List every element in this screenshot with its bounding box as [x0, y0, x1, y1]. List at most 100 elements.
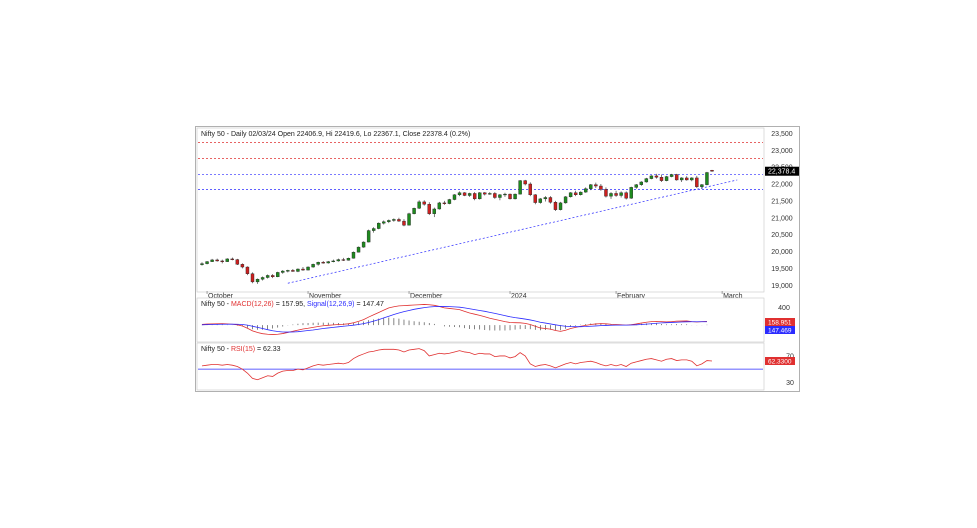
month-label: December [410, 293, 443, 300]
candle [407, 212, 411, 226]
candle-body [442, 202, 447, 204]
candle [336, 258, 341, 262]
candle-body [437, 202, 442, 210]
candle-body [528, 183, 532, 196]
candle-body [503, 193, 507, 196]
candle-body [336, 259, 341, 262]
candle-body [397, 219, 401, 222]
candle-body [452, 194, 457, 200]
candle-body [659, 177, 664, 181]
candle-body [331, 260, 335, 262]
trendline-layer [287, 179, 738, 284]
candle [674, 173, 679, 181]
candle-body [432, 208, 436, 214]
candle-body [341, 259, 346, 261]
candle [594, 182, 598, 189]
candle-body [629, 187, 633, 199]
price-tick-label: 19,500 [771, 266, 793, 273]
candle-body [472, 193, 477, 200]
candle-body [700, 184, 704, 187]
candles [200, 169, 714, 284]
price-plot-area [196, 127, 765, 293]
month-axis: October November December 2024 February March [206, 291, 743, 300]
macd-title: Nifty 50 - MACD(12,26) = 157.95, Signal(… [201, 301, 384, 308]
rsi-axis-top: 70 [786, 353, 794, 360]
price-tick-label: 19,000 [771, 283, 793, 290]
candle [543, 196, 548, 202]
candle-body [220, 260, 224, 262]
candle [523, 179, 527, 186]
candle [488, 192, 492, 195]
rsi-title-prefix: Nifty 50 - [201, 346, 231, 353]
candle [548, 196, 553, 204]
candle-body [250, 273, 255, 283]
candle [351, 251, 356, 259]
candle [427, 202, 431, 216]
candle-body [579, 191, 583, 195]
signal-legend-label: Signal(12,26,9) [307, 301, 354, 308]
candle [478, 192, 482, 200]
candle [558, 201, 563, 211]
last-price-badge-bg [765, 166, 799, 176]
candle [634, 184, 638, 189]
candle [250, 272, 255, 284]
candle [498, 194, 502, 201]
signal-badge-bg [765, 326, 795, 334]
candle-body [649, 175, 654, 179]
macd-badge: 158.951 [768, 320, 792, 327]
candle-body [316, 262, 320, 265]
candle-body [382, 221, 386, 224]
price-axis: 19,000 19,500 20,000 20,500 21,000 21,500 22,0… [771, 131, 793, 290]
candle-body [518, 180, 522, 195]
candle-body [548, 197, 553, 203]
candle-body [669, 174, 674, 177]
candle [200, 262, 204, 266]
candle [695, 175, 699, 189]
rsi-plot-area [196, 342, 765, 391]
candle [654, 173, 659, 179]
candle-body [255, 278, 260, 283]
rsi-badge: 62.3300 [768, 358, 792, 365]
candle-body [210, 259, 214, 262]
candle [447, 198, 452, 205]
price-tick-label: 22,000 [771, 182, 793, 189]
candle [644, 177, 649, 183]
candle [366, 229, 371, 243]
candle-body [594, 184, 598, 187]
candle [245, 266, 250, 276]
candle [402, 219, 406, 227]
candle-body [604, 189, 608, 197]
candle [311, 263, 315, 268]
candle [301, 267, 305, 271]
candle [508, 193, 512, 200]
price-tick-label: 23,500 [771, 131, 793, 138]
candle-body [366, 230, 371, 243]
candle-body [205, 261, 209, 264]
candle-body [407, 213, 411, 226]
last-price-badge: 22,378.4 [765, 166, 799, 176]
candle [639, 181, 644, 186]
month-label: 2024 [511, 293, 527, 300]
candle [680, 177, 684, 182]
candle [538, 198, 543, 204]
candle-body [286, 270, 290, 272]
macd-plot-area [196, 297, 765, 343]
candle [215, 258, 219, 262]
candle-body [483, 192, 487, 195]
candle [210, 258, 214, 262]
candle [584, 187, 588, 193]
candle-body [538, 198, 543, 203]
candle [685, 176, 689, 181]
candle [291, 269, 295, 272]
month-label: November [309, 293, 342, 300]
last-price-label: 22,378.4 [768, 169, 795, 176]
candle-body [523, 180, 527, 185]
candle [624, 191, 628, 200]
candle [205, 260, 209, 265]
signal-badge: 147.469 [768, 328, 792, 335]
candle [563, 196, 568, 204]
candle [442, 200, 447, 205]
candle-body [589, 184, 593, 189]
candle [437, 201, 442, 210]
candle [503, 192, 507, 197]
